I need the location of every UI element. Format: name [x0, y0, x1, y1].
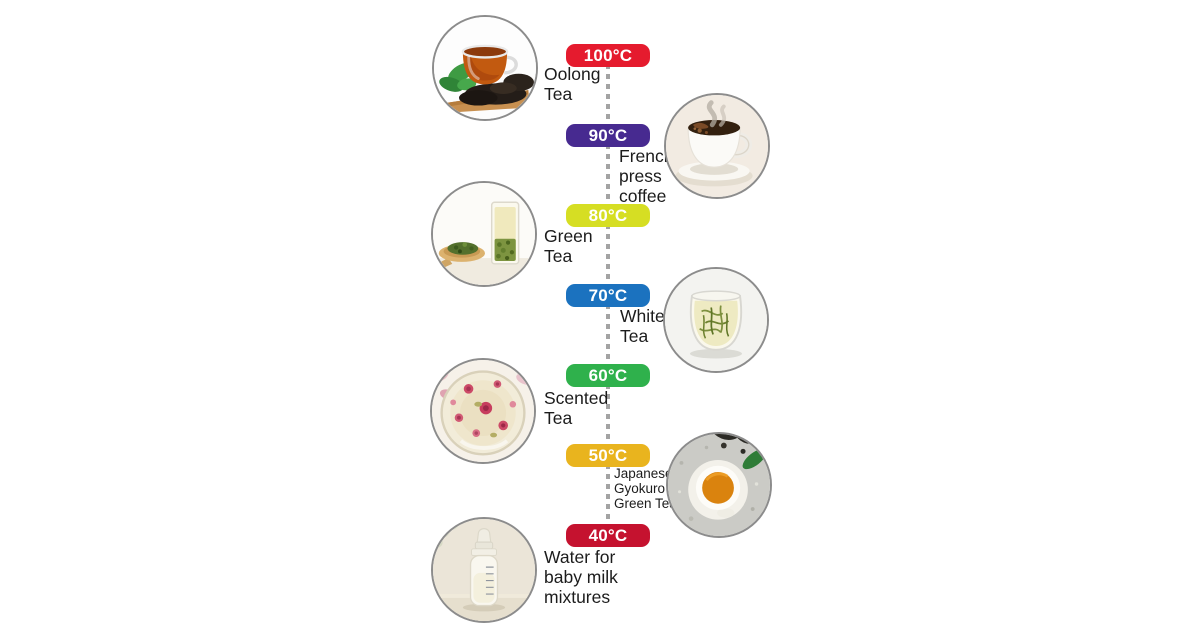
label-line: Water for: [544, 547, 616, 567]
label-water-for-baby-milk-mixtures: Water for baby milk mixtures: [544, 547, 618, 607]
label-line: coffee: [619, 186, 667, 206]
temp-badge-70c: 70°C: [566, 284, 650, 307]
label-line: Tea: [620, 326, 649, 346]
label-line: mixtures: [544, 587, 611, 607]
label-line: Green Tea: [614, 496, 677, 511]
japanese-gyokuro-green-tea-illustration: [668, 434, 770, 536]
scented-tea-illustration: [432, 360, 534, 462]
japanese-gyokuro-green-tea-image: [666, 432, 772, 538]
label-oolong-tea: Oolong Tea: [544, 64, 600, 104]
label-green-tea: Green Tea: [544, 226, 593, 266]
scented-tea-image: [430, 358, 536, 464]
green-tea-image: [431, 181, 537, 287]
label-line: Japanese: [614, 466, 673, 481]
temp-badge-90c: 90°C: [566, 124, 650, 147]
label-line: Gyokuro: [614, 481, 666, 496]
french-press-coffee-illustration: [666, 95, 768, 197]
label-line: Scented: [544, 388, 609, 408]
temp-badge-80c: 80°C: [566, 204, 650, 227]
label-line: Tea: [544, 408, 573, 428]
temp-badge-60c: 60°C: [566, 364, 650, 387]
oolong-tea-illustration: [434, 17, 536, 119]
label-line: Tea: [544, 246, 573, 266]
green-tea-illustration: [433, 183, 535, 285]
label-french-press-coffee: French press coffee: [619, 146, 673, 206]
label-line: Tea: [544, 84, 573, 104]
label-japanese-gyokuro-green-tea: Japanese Gyokuro Green Tea: [614, 466, 677, 511]
label-line: French: [619, 146, 674, 166]
temp-badge-100c: 100°C: [566, 44, 650, 67]
label-scented-tea: Scented Tea: [544, 388, 608, 428]
white-tea-image: [663, 267, 769, 373]
oolong-tea-image: [432, 15, 538, 121]
temp-badge-50c: 50°C: [566, 444, 650, 467]
french-press-coffee-image: [664, 93, 770, 199]
temp-badge-40c: 40°C: [566, 524, 650, 547]
white-tea-illustration: [665, 269, 767, 371]
baby-milk-bottle-illustration: [433, 519, 535, 621]
label-line: baby milk: [544, 567, 618, 587]
label-white-tea: White Tea: [620, 306, 665, 346]
label-line: press: [619, 166, 662, 186]
label-line: Oolong: [544, 64, 601, 84]
label-line: White: [620, 306, 665, 326]
label-line: Green: [544, 226, 593, 246]
baby-milk-bottle-image: [431, 517, 537, 623]
